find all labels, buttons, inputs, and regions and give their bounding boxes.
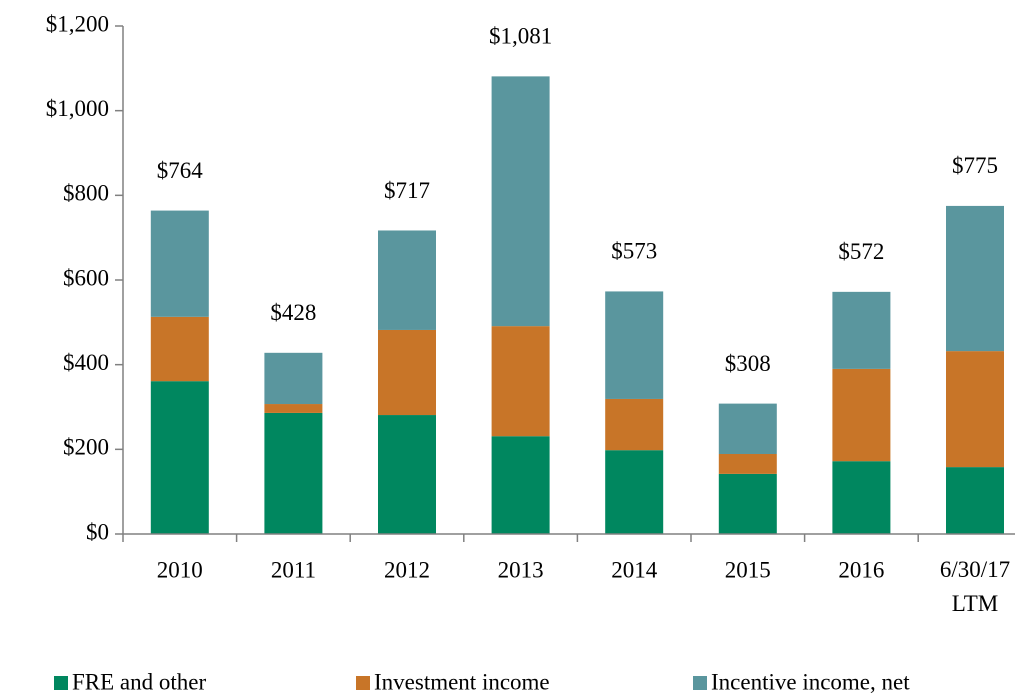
bar-segment bbox=[378, 329, 436, 416]
x-tick-label: 2012 bbox=[384, 557, 430, 582]
bar-segment bbox=[718, 453, 777, 474]
legend-label: Investment income bbox=[374, 669, 550, 694]
bar-segment bbox=[150, 316, 209, 382]
y-tick-label: $600 bbox=[63, 265, 109, 290]
bar-segment bbox=[150, 381, 209, 534]
legend-swatch bbox=[54, 676, 68, 690]
y-tick-label: $1,200 bbox=[46, 11, 109, 36]
bar-segment bbox=[718, 403, 777, 454]
total-label: $775 bbox=[952, 153, 998, 178]
total-label: $573 bbox=[611, 239, 657, 264]
bar-segment bbox=[378, 415, 436, 534]
legend-label: Incentive income, net bbox=[711, 669, 910, 694]
bar-segment bbox=[605, 398, 664, 451]
legend-swatch bbox=[693, 676, 707, 690]
x-tick-label: 6/30/17 LTM bbox=[940, 557, 1010, 616]
y-tick-label: $400 bbox=[63, 350, 109, 375]
legend-swatch bbox=[356, 676, 370, 690]
y-tick-label: $200 bbox=[63, 435, 109, 460]
x-tick-label: 2010 bbox=[157, 557, 203, 582]
bar-segment bbox=[605, 291, 664, 399]
total-label: $572 bbox=[838, 239, 884, 264]
bar-segment bbox=[150, 210, 209, 317]
y-tick-label: $1,000 bbox=[46, 96, 109, 121]
bar-segment bbox=[491, 326, 550, 437]
bar-segment bbox=[264, 412, 323, 534]
bar-segment bbox=[264, 404, 323, 413]
total-label: $428 bbox=[270, 300, 316, 325]
x-tick-label: 2016 bbox=[838, 557, 884, 582]
bar-segment bbox=[832, 291, 891, 369]
x-tick-label: 2015 bbox=[725, 557, 771, 582]
total-label: $1,081 bbox=[489, 24, 552, 49]
bar-segment bbox=[946, 205, 1004, 352]
bar-segment bbox=[832, 368, 891, 462]
total-label: $308 bbox=[725, 351, 771, 376]
x-tick-label: 2014 bbox=[611, 557, 658, 582]
y-tick-label: $800 bbox=[63, 181, 109, 206]
bar-segment bbox=[605, 450, 664, 534]
bar-segment bbox=[264, 352, 323, 405]
x-tick-line: 6/30/17 bbox=[940, 557, 1010, 582]
y-tick-label: $0 bbox=[86, 519, 109, 544]
x-tick-line: LTM bbox=[952, 591, 998, 616]
bar-segment bbox=[832, 461, 891, 534]
bar-segment bbox=[718, 473, 777, 534]
bar-segment bbox=[378, 230, 436, 330]
bar-segment bbox=[946, 467, 1004, 534]
bar-segment bbox=[491, 436, 550, 534]
total-label: $717 bbox=[384, 178, 430, 203]
total-label: $764 bbox=[157, 158, 204, 183]
x-tick-label: 2013 bbox=[498, 557, 544, 582]
x-tick-label: 2011 bbox=[271, 557, 316, 582]
bar-segment bbox=[491, 76, 550, 327]
bar-segment bbox=[946, 351, 1004, 468]
legend-label: FRE and other bbox=[72, 669, 206, 694]
